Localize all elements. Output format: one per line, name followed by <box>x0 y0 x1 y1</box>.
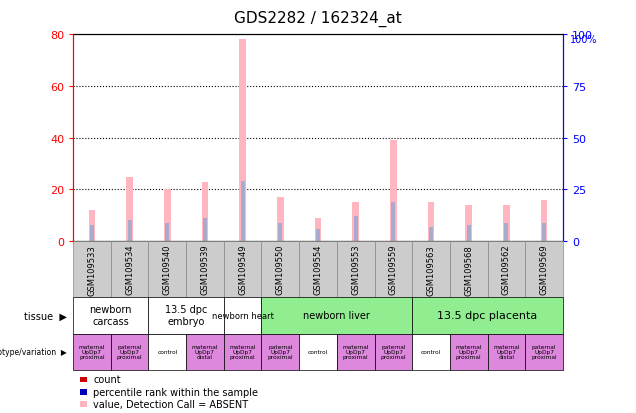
Bar <box>542 223 546 242</box>
Text: GSM109568: GSM109568 <box>464 244 473 295</box>
Bar <box>316 229 320 242</box>
Bar <box>467 225 471 242</box>
Bar <box>165 223 169 242</box>
Text: paternal
UpDp7
proximal: paternal UpDp7 proximal <box>268 344 293 360</box>
Text: 13.5 dpc
embryo: 13.5 dpc embryo <box>165 305 207 326</box>
Text: paternal
UpDp7
proximal: paternal UpDp7 proximal <box>531 344 557 360</box>
Bar <box>352 203 359 242</box>
Text: GSM109554: GSM109554 <box>314 244 322 294</box>
Text: control: control <box>308 349 328 354</box>
Bar <box>427 203 434 242</box>
Text: control: control <box>157 349 177 354</box>
Text: GSM109569: GSM109569 <box>539 244 548 295</box>
Bar <box>279 223 282 242</box>
Text: newborn liver: newborn liver <box>303 311 370 320</box>
Bar <box>354 217 357 242</box>
Bar <box>90 225 94 242</box>
Text: 100%: 100% <box>570 35 598 45</box>
Text: rank, Detection Call = ABSENT: rank, Detection Call = ABSENT <box>93 412 244 413</box>
Text: GSM109540: GSM109540 <box>163 244 172 294</box>
Bar <box>503 206 509 242</box>
Bar <box>127 177 133 242</box>
Bar <box>164 190 170 242</box>
Bar <box>390 141 397 242</box>
Text: GSM109559: GSM109559 <box>389 244 398 294</box>
Text: count: count <box>93 375 121 385</box>
Bar <box>88 211 95 242</box>
Text: maternal
UpDp7
distal: maternal UpDp7 distal <box>191 344 218 360</box>
Text: GSM109562: GSM109562 <box>502 244 511 295</box>
Text: maternal
UpDp7
distal: maternal UpDp7 distal <box>493 344 520 360</box>
Text: percentile rank within the sample: percentile rank within the sample <box>93 387 258 397</box>
Text: GSM109563: GSM109563 <box>427 244 436 295</box>
Text: GDS2282 / 162324_at: GDS2282 / 162324_at <box>234 10 402 26</box>
Text: GSM109533: GSM109533 <box>88 244 97 295</box>
Text: control: control <box>421 349 441 354</box>
Bar <box>466 206 472 242</box>
Bar <box>504 223 508 242</box>
Bar <box>541 200 548 242</box>
Bar <box>128 221 132 242</box>
Text: 13.5 dpc placenta: 13.5 dpc placenta <box>438 311 537 320</box>
Text: maternal
UpDp7
proximal: maternal UpDp7 proximal <box>230 344 256 360</box>
Bar <box>315 218 321 242</box>
Text: paternal
UpDp7
proximal: paternal UpDp7 proximal <box>117 344 142 360</box>
Bar <box>202 182 209 242</box>
Text: value, Detection Call = ABSENT: value, Detection Call = ABSENT <box>93 399 249 409</box>
Text: genotype/variation  ▶: genotype/variation ▶ <box>0 347 67 356</box>
Text: newborn
carcass: newborn carcass <box>90 305 132 326</box>
Text: GSM109550: GSM109550 <box>276 244 285 294</box>
Text: GSM109549: GSM109549 <box>238 244 247 294</box>
Text: paternal
UpDp7
proximal: paternal UpDp7 proximal <box>380 344 406 360</box>
Text: GSM109553: GSM109553 <box>351 244 360 295</box>
Text: newborn heart: newborn heart <box>212 311 273 320</box>
Bar <box>203 219 207 242</box>
Bar <box>429 227 433 242</box>
Text: GSM109539: GSM109539 <box>200 244 209 295</box>
Text: GSM109534: GSM109534 <box>125 244 134 295</box>
Bar <box>392 202 395 242</box>
Bar <box>239 40 246 242</box>
Bar <box>277 198 284 242</box>
Bar <box>241 182 245 242</box>
Text: maternal
UpDp7
proximal: maternal UpDp7 proximal <box>342 344 369 360</box>
Text: maternal
UpDp7
proximal: maternal UpDp7 proximal <box>79 344 105 360</box>
Text: maternal
UpDp7
proximal: maternal UpDp7 proximal <box>455 344 482 360</box>
Text: tissue  ▶: tissue ▶ <box>24 311 67 320</box>
